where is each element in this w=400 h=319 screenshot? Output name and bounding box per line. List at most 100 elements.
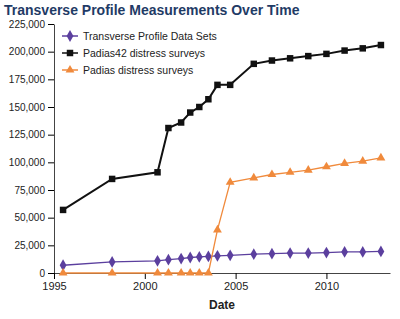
series-marker xyxy=(268,169,277,177)
series-marker xyxy=(196,251,203,263)
series-marker xyxy=(269,248,276,260)
series-marker xyxy=(305,247,312,259)
series-marker xyxy=(322,162,331,170)
legend-label: Transverse Profile Data Sets xyxy=(83,30,217,42)
x-axis-title: Date xyxy=(209,298,235,312)
series-marker xyxy=(227,82,233,88)
series-marker xyxy=(196,104,202,110)
y-tick-mark xyxy=(48,52,54,53)
x-tick-mark xyxy=(54,273,55,279)
y-tick-label: 225,000 xyxy=(9,19,46,30)
x-tick-label: 2005 xyxy=(224,280,248,292)
legend-entry: Padias42 distress surveys xyxy=(62,47,205,59)
y-tick-mark xyxy=(48,245,54,246)
series-marker xyxy=(376,153,385,161)
x-axis: 1995200020052010 xyxy=(42,273,390,292)
series-line xyxy=(63,158,381,273)
plot: 0 25,000 50,000 75,000 100,000 125,000 150,000… xyxy=(9,19,391,292)
y-tick: 25,000 xyxy=(14,240,54,251)
series-marker xyxy=(378,246,385,258)
y-tick-label: 0 xyxy=(39,268,45,279)
x-tick-label: 2000 xyxy=(133,280,157,292)
y-tick-mark xyxy=(48,218,54,219)
legend-swatch xyxy=(67,30,74,42)
y-tick: 75,000 xyxy=(14,185,54,196)
series-marker xyxy=(227,249,234,261)
series-marker xyxy=(178,253,185,265)
y-tick-mark xyxy=(48,24,54,25)
x-tick-mark xyxy=(145,273,146,279)
y-tick-mark xyxy=(48,190,54,191)
x-tick-mark xyxy=(236,273,237,279)
series-marker xyxy=(269,57,275,63)
y-tick-label: 50,000 xyxy=(14,212,45,223)
legend-entry: Transverse Profile Data Sets xyxy=(62,30,217,42)
y-axis: 0 25,000 50,000 75,000 100,000 125,000 150,000… xyxy=(9,19,55,279)
series-marker xyxy=(59,268,68,276)
series-marker xyxy=(305,53,311,59)
legend-swatch xyxy=(66,65,75,73)
series-marker xyxy=(108,268,117,276)
y-tick: 225,000 xyxy=(9,19,54,30)
series-marker xyxy=(251,61,257,67)
y-tick-label: 175,000 xyxy=(9,74,46,85)
title: Transverse Profile Measurements Over Tim… xyxy=(4,2,300,18)
y-tick: 100,000 xyxy=(9,157,54,168)
series-marker xyxy=(340,158,349,166)
y-tick-label: 75,000 xyxy=(14,185,45,196)
series-marker xyxy=(287,247,294,259)
series-marker xyxy=(226,177,235,185)
series-marker xyxy=(323,51,329,57)
series-marker xyxy=(341,246,348,258)
series-marker xyxy=(341,47,347,53)
y-tick-mark xyxy=(48,162,54,163)
series-marker xyxy=(109,256,116,268)
marks xyxy=(59,42,386,276)
y-tick-mark xyxy=(48,135,54,136)
legend-label: Padias distress surveys xyxy=(83,64,193,76)
series-marker xyxy=(154,169,160,175)
series-marker xyxy=(360,45,366,51)
series-marker xyxy=(178,119,184,125)
legend-entry: Padias distress surveys xyxy=(62,64,193,76)
series-marker xyxy=(60,207,66,213)
series-marker xyxy=(214,250,221,262)
legend: Transverse Profile Data Sets Padias42 dis… xyxy=(62,30,217,76)
series-marker xyxy=(109,176,115,182)
series-marker xyxy=(195,268,204,276)
series-marker xyxy=(304,165,313,173)
series-marker xyxy=(214,82,220,88)
series-line xyxy=(63,45,381,210)
y-tick: 125,000 xyxy=(9,129,54,140)
y-tick: 50,000 xyxy=(14,212,54,223)
series-marker xyxy=(250,248,257,260)
y-tick-label: 150,000 xyxy=(9,102,46,113)
series-marker xyxy=(165,125,171,131)
series-marker xyxy=(358,156,367,164)
series-marker xyxy=(164,268,173,276)
y-tick: 150,000 xyxy=(9,102,54,113)
series-marker xyxy=(323,247,330,259)
x-tick: 2005 xyxy=(224,273,248,292)
legend-swatch xyxy=(67,50,73,56)
series-marker xyxy=(186,268,195,276)
series-marker xyxy=(286,167,295,175)
y-tick: 200,000 xyxy=(9,46,54,57)
y-tick: 0 xyxy=(39,268,54,279)
x-tick-mark xyxy=(326,273,327,279)
y-tick-mark xyxy=(48,107,54,108)
series-marker xyxy=(287,55,293,61)
chart: Transverse Profile Measurements Over Tim… xyxy=(0,0,400,319)
y-tick-mark xyxy=(48,79,54,80)
legend-label: Padias42 distress surveys xyxy=(83,47,205,59)
series-marker xyxy=(205,96,211,102)
series-marker xyxy=(165,254,172,266)
series-marker xyxy=(213,225,222,233)
series-marker xyxy=(378,42,384,48)
y-tick-label: 100,000 xyxy=(9,157,46,168)
series-marker xyxy=(249,173,258,181)
x-tick: 2000 xyxy=(133,273,157,292)
series-marker xyxy=(359,246,366,258)
y-tick-label: 125,000 xyxy=(9,129,46,140)
series-marker xyxy=(187,109,193,115)
